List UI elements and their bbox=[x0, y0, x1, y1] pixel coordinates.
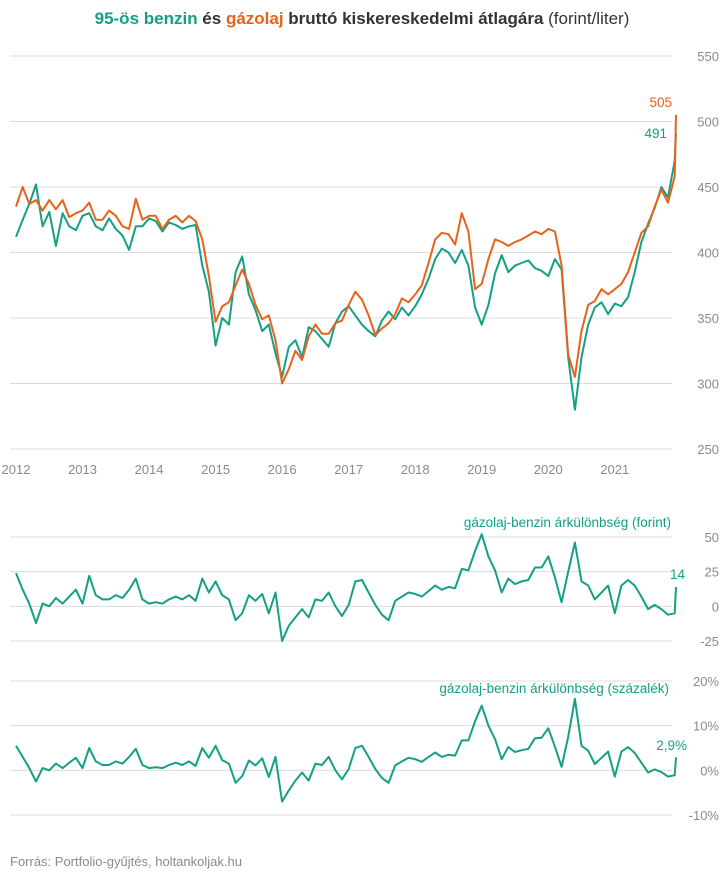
y-tick-label: 550 bbox=[697, 49, 719, 64]
y-tick-label: 400 bbox=[697, 246, 719, 261]
source-note: Forrás: Portfolio-gyűjtés, holtankoljak.… bbox=[10, 854, 242, 869]
x-tick-label: 2017 bbox=[334, 462, 363, 477]
y-tick-label: 250 bbox=[697, 442, 719, 457]
title-unit: (forint/liter) bbox=[543, 9, 629, 28]
diff-forint-title: gázolaj-benzin árkülönbség (forint) bbox=[464, 515, 671, 530]
diff-forint-line bbox=[15, 533, 677, 642]
benzin-end-label: 491 bbox=[644, 126, 667, 141]
price-chart: 550 500 450 400 350 300 250 2012 2013 2014 2015 201… bbox=[2, 49, 719, 477]
y-tick-label: 50 bbox=[705, 530, 719, 545]
x-tick-label: 2014 bbox=[135, 462, 164, 477]
diff-percent-line bbox=[15, 697, 677, 803]
y-tick-label: 10% bbox=[693, 719, 719, 734]
x-tick-label: 2013 bbox=[68, 462, 97, 477]
diff-percent-title: gázolaj-benzin árkülönbség (százalék) bbox=[439, 681, 669, 696]
y-tick-label: 0 bbox=[712, 599, 719, 614]
diff-percent-chart: 20% 10% 0% -10% gázolaj-benzin árkülönbség (… bbox=[10, 674, 719, 823]
x-tick-label: 2012 bbox=[2, 462, 31, 477]
diff-forint-end-label: 14 bbox=[670, 567, 686, 582]
y-tick-label: 25 bbox=[705, 565, 719, 580]
y-tick-label: 500 bbox=[697, 115, 719, 130]
title-es: és bbox=[198, 9, 226, 28]
x-tick-label: 2018 bbox=[401, 462, 430, 477]
y-tick-label: 350 bbox=[697, 311, 719, 326]
x-tick-label: 2019 bbox=[467, 462, 496, 477]
y-tick-label: 300 bbox=[697, 377, 719, 392]
diff-forint-chart: 50 25 0 -25 gázolaj-benzin árkülönbség (fori… bbox=[10, 515, 719, 649]
x-tick-label: 2021 bbox=[600, 462, 629, 477]
x-tick-label: 2020 bbox=[534, 462, 563, 477]
x-tick-label: 2015 bbox=[201, 462, 230, 477]
y-tick-label: -10% bbox=[689, 808, 720, 823]
title-benzin: 95-ös benzin bbox=[95, 9, 198, 28]
title-gazolaj: gázolaj bbox=[226, 9, 284, 28]
chart-title: 95-ös benzin és gázolaj bruttó kiskeresk… bbox=[95, 9, 630, 28]
gazolaj-series-line bbox=[15, 114, 677, 385]
y-tick-label: 450 bbox=[697, 180, 719, 195]
y-tick-label: 20% bbox=[693, 674, 719, 689]
y-tick-label: 0% bbox=[700, 763, 719, 778]
gazolaj-end-label: 505 bbox=[649, 95, 672, 110]
y-tick-label: -25 bbox=[700, 634, 719, 649]
title-main: bruttó kiskereskedelmi átlagára bbox=[284, 9, 544, 28]
x-tick-label: 2016 bbox=[268, 462, 297, 477]
diff-percent-end-label: 2,9% bbox=[656, 738, 687, 753]
